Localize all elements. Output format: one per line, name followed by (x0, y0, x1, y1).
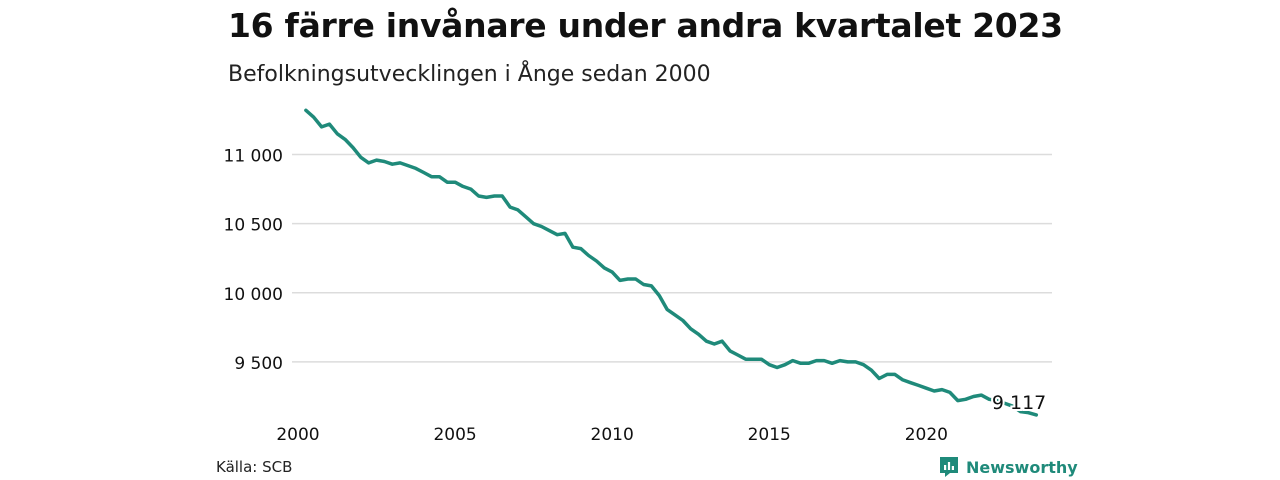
chart-title: 16 färre invånare under andra kvartalet … (228, 6, 1063, 45)
x-tick-label: 2010 (591, 425, 634, 445)
y-axis-ticks: 9 500 10 000 10 500 11 000 (224, 147, 283, 374)
y-tick-label: 10 500 (224, 216, 283, 236)
x-tick-label: 2005 (433, 425, 476, 445)
y-tick-label: 11 000 (224, 147, 283, 167)
x-tick-label: 2020 (905, 425, 948, 445)
data-labels: 9 117 (990, 390, 1048, 416)
end-value-label: 9 117 (992, 392, 1046, 414)
x-tick-label: 2000 (276, 425, 319, 445)
newsworthy-icon (940, 457, 958, 477)
brand-name: Newsworthy (966, 457, 1078, 477)
x-tick-label: 2015 (748, 425, 791, 445)
x-axis-ticks: 2000 2005 2010 2015 2020 (276, 425, 948, 445)
series-line (304, 108, 1039, 417)
chart-subtitle: Befolkningsutvecklingen i Ånge sedan 200… (228, 62, 711, 87)
y-tick-label: 9 500 (234, 354, 283, 374)
brand-logo: Newsworthy (938, 455, 1078, 479)
source-note: Källa: SCB (216, 458, 293, 476)
line-chart: 9 500 10 000 10 500 11 000 2000 2005 2010 2015… (224, 108, 1052, 445)
gridlines (292, 153, 1052, 363)
y-tick-label: 10 000 (224, 285, 283, 305)
series-lines (304, 108, 1039, 417)
